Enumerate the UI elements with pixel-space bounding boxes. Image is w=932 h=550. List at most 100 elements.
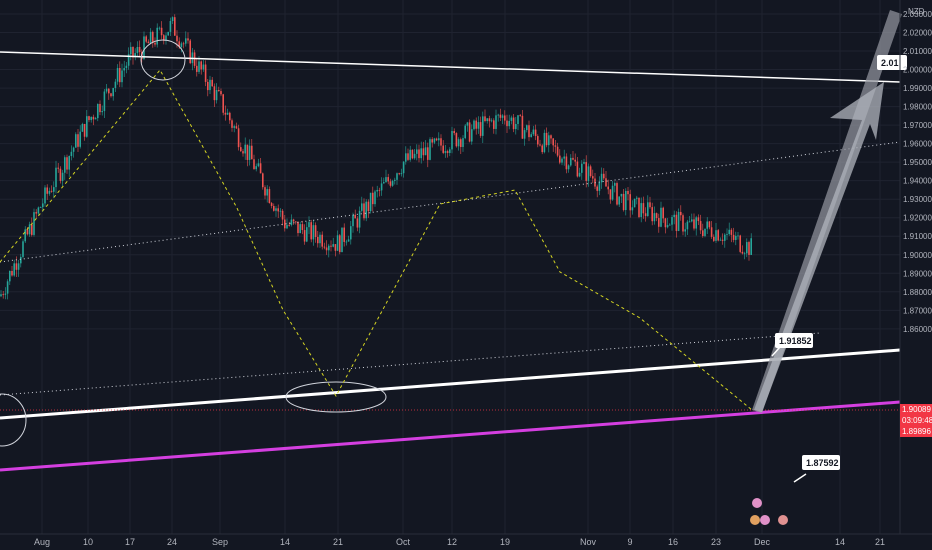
candle-body — [143, 36, 145, 60]
candle-body — [22, 241, 24, 257]
candle-body — [68, 156, 70, 170]
candle-body — [572, 157, 574, 160]
candle-body — [13, 263, 15, 276]
x-tick-label: 19 — [500, 537, 510, 547]
candle-body — [488, 118, 491, 122]
y-tick-label: 1.97000 — [903, 121, 932, 130]
candle-body — [534, 129, 537, 137]
candle-body — [504, 115, 506, 121]
candle-body — [207, 81, 209, 91]
left-circle[interactable] — [0, 393, 27, 447]
candle-body — [9, 270, 11, 282]
candle-body — [213, 86, 216, 101]
candle-body — [537, 136, 539, 145]
candle-body — [721, 239, 724, 241]
low-circle[interactable] — [285, 381, 387, 413]
candle-body — [693, 219, 695, 229]
candle-body — [407, 153, 409, 160]
candle-body — [99, 103, 101, 113]
x-tick-label: 12 — [447, 537, 457, 547]
dotted-channel-upper[interactable] — [0, 141, 901, 263]
low-price-badge — [900, 426, 932, 437]
candle-body — [119, 68, 121, 83]
candle-body — [332, 244, 334, 247]
candle-body — [618, 196, 620, 205]
y-tick-label: 1.93000 — [903, 195, 932, 204]
candle-body — [684, 229, 686, 232]
candle-body — [339, 235, 341, 253]
projection-arrow-2[interactable] — [754, 82, 884, 412]
candle-body — [275, 208, 277, 211]
candle-body — [136, 47, 139, 54]
upper-channel-line[interactable] — [0, 51, 901, 83]
y-tick-label: 1.86000 — [903, 325, 932, 334]
magenta-support-line[interactable] — [0, 400, 901, 472]
candle-body — [72, 147, 75, 152]
callout-box-low[interactable] — [802, 455, 840, 470]
event-icon-c[interactable] — [778, 515, 788, 525]
candle-body — [391, 180, 394, 186]
candle-body — [715, 230, 717, 241]
candle-body — [728, 229, 730, 235]
candle-body — [295, 221, 297, 223]
candle-body — [691, 219, 693, 222]
candle-body — [490, 120, 493, 122]
candle-body — [633, 198, 636, 208]
candle-body — [695, 217, 697, 229]
candle-body — [145, 36, 147, 42]
candle-body — [669, 224, 671, 226]
candle-body — [53, 187, 55, 192]
candle-body — [301, 224, 304, 231]
candle-body — [44, 187, 46, 204]
y-tick-label: 1.98000 — [903, 103, 932, 112]
peak-circle[interactable] — [140, 39, 186, 81]
candle-body — [644, 213, 647, 217]
drawings — [0, 10, 902, 483]
candle-body — [578, 172, 581, 177]
candle-body — [548, 135, 550, 146]
support-trendline[interactable] — [0, 348, 901, 420]
event-icon-top[interactable] — [752, 498, 762, 508]
candle-body — [50, 190, 53, 192]
candle-body — [196, 65, 198, 72]
candle-body — [512, 117, 515, 130]
candle-body — [528, 125, 530, 138]
candle-body — [6, 281, 9, 294]
candle-body — [185, 38, 187, 44]
candle-body — [453, 131, 455, 134]
candle-body — [413, 153, 416, 159]
candle-body — [532, 129, 535, 135]
candle-body — [658, 218, 660, 227]
candle-body — [354, 214, 356, 219]
candle-body — [400, 173, 403, 175]
callout-box-mid[interactable] — [775, 333, 813, 348]
candle-body — [664, 218, 667, 228]
candle-body — [704, 228, 706, 236]
candle-body — [638, 197, 640, 218]
candle-body — [460, 139, 462, 147]
y-tick-label: 1.92000 — [903, 214, 932, 223]
candle-body — [174, 17, 176, 36]
candle-body — [420, 148, 422, 159]
candle-body — [255, 166, 257, 170]
candle-body — [15, 263, 18, 270]
candle-body — [169, 21, 172, 32]
candle-body — [444, 151, 447, 153]
candle-body — [442, 145, 444, 153]
candle-body — [653, 213, 656, 222]
event-icon-b[interactable] — [760, 515, 770, 525]
candle-body — [438, 138, 440, 141]
candle-body — [323, 246, 326, 248]
candle-body — [334, 244, 337, 251]
event-icon-a[interactable] — [750, 515, 760, 525]
candle-body — [268, 189, 271, 204]
candle-body — [303, 230, 306, 242]
candle-body — [158, 27, 161, 29]
candle-body — [385, 177, 387, 183]
candle-body — [477, 122, 480, 129]
x-tick-label: 9 — [627, 537, 632, 547]
candle-body — [284, 219, 286, 229]
candle-body — [398, 173, 400, 175]
